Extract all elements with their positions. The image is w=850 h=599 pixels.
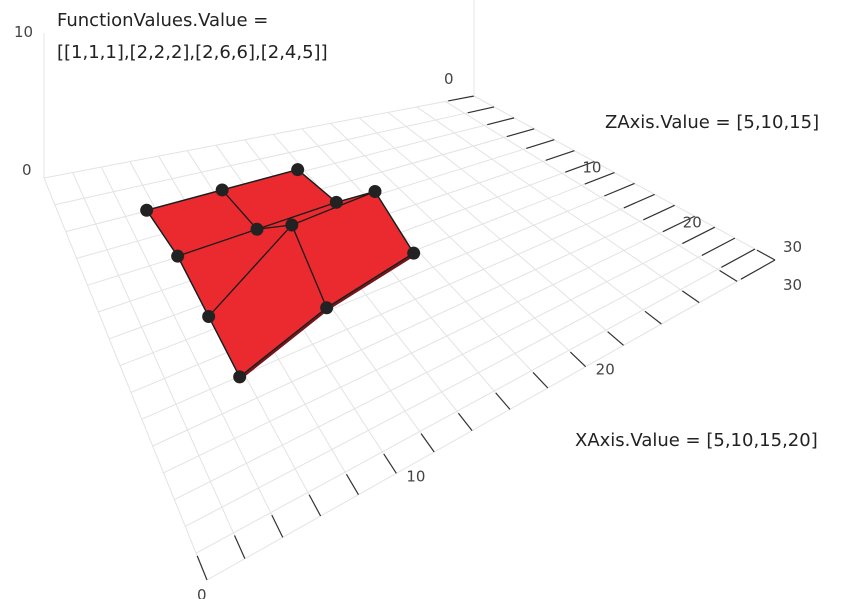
data-point <box>285 218 299 232</box>
function-values-label-line2: [[1,1,1],[2,2,2],[2,6,6],[2,4,5]] <box>57 42 328 63</box>
floor-grid <box>43 95 776 581</box>
z-tick-label: 30 <box>783 238 802 256</box>
x-axis-tick <box>545 150 575 161</box>
function-values-label-line1: FunctionValues.Value = <box>57 10 268 31</box>
mesh-line <box>146 209 241 378</box>
grid-line <box>185 237 736 527</box>
x-axis-tick <box>662 215 695 233</box>
x-axis-tick <box>701 237 736 256</box>
z-axis-tick <box>345 474 359 495</box>
z-axis-tick <box>420 433 435 453</box>
grid-line <box>43 95 475 179</box>
data-point <box>140 203 154 217</box>
grid-line <box>330 122 587 368</box>
x-axis-tick <box>584 171 615 185</box>
z-axis-tick <box>383 453 397 474</box>
z-axis-tick <box>196 555 208 581</box>
data-point <box>215 183 229 197</box>
grid-line <box>387 112 662 325</box>
data-point <box>407 246 421 260</box>
grid-line <box>301 128 549 389</box>
z-axis-tick <box>719 270 738 282</box>
x-axis-tick <box>643 204 675 221</box>
x-axis-tick <box>467 106 495 114</box>
x-axis-tick <box>506 128 535 138</box>
x-axis-tick <box>740 259 776 280</box>
z-tick-label: 0 <box>197 586 207 599</box>
mesh-line <box>221 189 328 309</box>
x-axis-tick <box>604 182 635 197</box>
z-axis-tick <box>532 372 549 389</box>
y-tick-label: 0 <box>22 161 32 179</box>
z-tick-label: 10 <box>406 467 425 485</box>
grid-line <box>100 166 284 538</box>
grid-line <box>130 183 635 393</box>
z-axis-tick <box>308 494 322 517</box>
z-axis-tick <box>569 351 587 368</box>
back-wall <box>43 0 475 178</box>
xaxis-value-label: XAxis.Value = [5,10,15,20] <box>575 430 818 451</box>
z-axis-tick <box>233 535 246 559</box>
grid-line <box>174 226 716 501</box>
axis-ticks <box>196 95 776 581</box>
z-tick-label: 20 <box>596 361 615 379</box>
z-axis-tick <box>495 392 511 410</box>
mesh-line <box>297 169 415 254</box>
x-axis-tick <box>487 117 515 126</box>
grid-line <box>195 248 756 554</box>
z-axis-tick <box>756 249 776 261</box>
data-point <box>329 195 343 209</box>
z-axis-tick <box>271 514 284 538</box>
grid-line <box>152 204 675 447</box>
x-axis-tick <box>682 226 716 245</box>
grid-line <box>141 193 655 420</box>
z-axis-tick <box>681 290 700 304</box>
data-point <box>250 222 264 236</box>
z-axis-tick <box>644 310 662 325</box>
y-tick-label: 10 <box>14 23 33 41</box>
grid-line <box>473 95 776 261</box>
x-tick-label: 20 <box>683 213 702 231</box>
grid-line <box>206 259 776 581</box>
grid-line <box>72 172 246 559</box>
data-point <box>291 163 305 177</box>
data-point <box>171 249 185 263</box>
grid-line <box>272 133 511 410</box>
x-axis-tick <box>721 248 756 268</box>
zaxis-value-label: ZAxis.Value = [5,10,15] <box>605 112 819 133</box>
grid-line <box>359 117 624 346</box>
data-point <box>233 370 247 384</box>
z-axis-tick <box>607 331 624 346</box>
grid-line <box>54 106 495 206</box>
x-tick-label: 30 <box>783 276 802 294</box>
data-point <box>368 185 382 198</box>
tick-labels: 10 0 0 10 20 30 0 10 20 30 <box>14 23 802 599</box>
x-axis-tick <box>623 193 655 209</box>
data-point <box>320 301 334 315</box>
grid-line <box>43 177 208 581</box>
x-tick-label: 10 <box>582 159 601 177</box>
x-axis-tick <box>448 95 475 102</box>
grid-line <box>163 215 695 474</box>
z-axis-tick <box>457 412 473 432</box>
x-axis-tick <box>565 161 595 173</box>
data-point <box>202 310 216 323</box>
x-tick-label: 0 <box>444 70 454 88</box>
x-axis-tick <box>526 139 555 150</box>
data-points <box>140 163 421 384</box>
grid-line <box>416 106 700 304</box>
grid-line <box>445 101 738 282</box>
